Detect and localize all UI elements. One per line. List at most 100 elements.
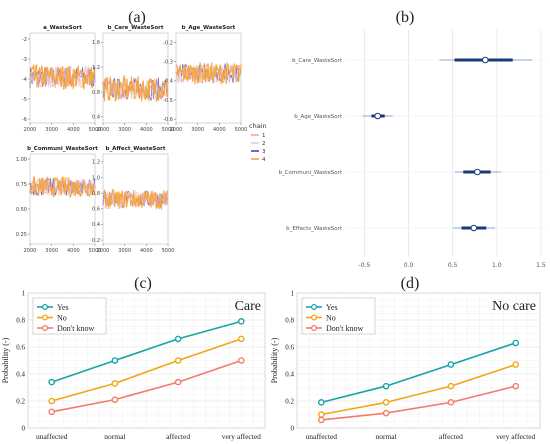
y-tick-label: 0.8 [16, 317, 25, 325]
panel-letter-b: (b) [396, 9, 415, 26]
legend-label-chain: 1 [262, 133, 266, 139]
trace-y-tick-label: 1.2 [92, 160, 100, 166]
series-point [447, 361, 455, 368]
trace-y-tick-label: 0.2 [92, 238, 100, 244]
interval-mean-point [474, 168, 481, 176]
interval-mean-point [470, 224, 478, 232]
trace-x-tick-label: 5000 [89, 127, 102, 133]
x-tick-label: unaffected [36, 432, 68, 441]
panel-letter-c: (c) [134, 275, 152, 292]
x-tick-label: affected [439, 432, 463, 441]
interval-param-label: b_Communi_WasteSort [278, 170, 342, 176]
trace-frame [102, 32, 169, 124]
trace-y-tick-label: -2 [22, 37, 27, 43]
trace-y-tick-label: -0.3 [163, 60, 173, 66]
trace-x-tick-label: 4000 [140, 127, 153, 133]
trace-y-tick-label: 1.00 [16, 157, 27, 163]
trace-y-tick-label: 0.8 [92, 191, 100, 197]
x-tick-label: very affected [496, 432, 535, 441]
legend-label: Yes [57, 303, 69, 312]
trace-y-tick-label: 0.75 [16, 182, 27, 188]
legend-swatch-marker [310, 314, 318, 321]
legend-label: Don't know [57, 324, 94, 333]
series-point [174, 378, 182, 386]
trace-y-tick-label: -0.5 [163, 98, 173, 104]
legend-swatch-marker [310, 324, 318, 332]
legend-label-chain: 2 [262, 141, 266, 147]
legend-swatch-marker [41, 303, 49, 311]
series-point [237, 318, 245, 325]
series-point [382, 382, 390, 390]
y-tick-label: 0.4 [16, 371, 25, 379]
y-tick-label: 0.6 [16, 344, 25, 352]
trace-x-tick-label: 3000 [45, 248, 58, 254]
x-tick-label: affected [166, 432, 190, 441]
series-point [237, 335, 245, 343]
series-point [317, 416, 325, 424]
trace-x-tick-label: 5000 [235, 127, 248, 133]
series-point [174, 335, 182, 343]
trace-plots-panel: a_WasteSort -2 -3 -4 -5 -6 2000 3000 4000 5000 b_C… [16, 25, 267, 254]
series-point [382, 399, 390, 406]
legend-label: No [57, 313, 67, 322]
interval-param-label: b_Effects_WasteSort [286, 226, 343, 232]
trace-x-tick-label: 4000 [213, 127, 226, 133]
trace-y-tick-label: -5 [22, 97, 27, 103]
y-tick-label: 1 [291, 290, 295, 298]
trace-y-tick-label: -0.6 [163, 117, 173, 123]
trace-frame [29, 153, 96, 245]
x-tick-label: normal [375, 432, 396, 441]
interval-x-tick-label: -0.5 [359, 262, 371, 269]
interval-plot-area [345, 30, 548, 257]
trace-x-tick-label: 4000 [67, 248, 80, 254]
series-point [111, 357, 119, 364]
care-probability-chart: 0 0.2 0.4 0.6 0.8 1 unaffected normal affected ve… [1, 290, 266, 441]
trace-x-tick-label: 5000 [162, 127, 175, 133]
series-point [382, 409, 390, 417]
legend-label: Yes [326, 303, 338, 312]
trace-line-chain-4 [29, 64, 96, 91]
legend-swatch-marker [310, 303, 318, 311]
trace-x-tick-label: 4000 [140, 248, 153, 254]
trace-line-chain-4 [175, 61, 242, 85]
y-tick-label: 0 [291, 425, 295, 433]
legend-swatch-marker [41, 314, 49, 321]
trace-line-chain-4 [102, 189, 169, 210]
trace-y-tick-label: -3 [22, 57, 27, 63]
chart-title: No care [492, 299, 536, 314]
legend-label-chain: 4 [262, 157, 266, 163]
trace-x-tick-label: 3000 [118, 248, 131, 254]
series-point [512, 339, 520, 347]
series-line-yes [51, 320, 242, 383]
trace-y-tick-label: 0.4 [92, 115, 100, 121]
legend-title: chain [249, 122, 267, 130]
interval-mean-point [374, 112, 381, 120]
series-point [111, 396, 119, 403]
series-point [48, 408, 56, 416]
y-tick-label: 0.2 [16, 398, 25, 406]
no-care-probability-chart: 0 0.2 0.4 0.6 0.8 1 unaffected normal affected ve… [270, 290, 541, 441]
interval-param-label: b_Age_WasteSort [294, 114, 343, 120]
interval-x-tick-label: 1.5 [536, 262, 546, 269]
y-tick-label: 0.6 [285, 344, 294, 352]
trace-y-tick-label: 0.4 [92, 222, 100, 228]
legend-swatch-marker [41, 324, 49, 332]
interval-mean-point [482, 56, 489, 64]
trace-y-tick-label: 1.2 [92, 65, 100, 71]
trace-y-tick-label: -0.4 [163, 79, 173, 85]
y-axis-label: Probability (-) [270, 337, 279, 383]
x-tick-label: unaffected [306, 432, 338, 441]
trace-y-tick-label: 1.0 [92, 175, 100, 181]
series-point [48, 397, 56, 405]
series-point [237, 357, 245, 364]
series-line-dont-know [51, 359, 242, 413]
y-tick-label: 1 [22, 290, 26, 298]
series-line-no [321, 363, 516, 416]
trace-y-tick-label: 0.8 [92, 90, 100, 96]
y-tick-label: 0.4 [285, 371, 294, 379]
trace-title: b_Communi_WasteSort [27, 146, 98, 152]
interval-x-tick-label: 1.0 [492, 262, 502, 269]
y-tick-label: 0 [22, 425, 26, 433]
chart-title: Care [235, 299, 261, 314]
trace-x-tick-label: 2000 [97, 127, 110, 133]
